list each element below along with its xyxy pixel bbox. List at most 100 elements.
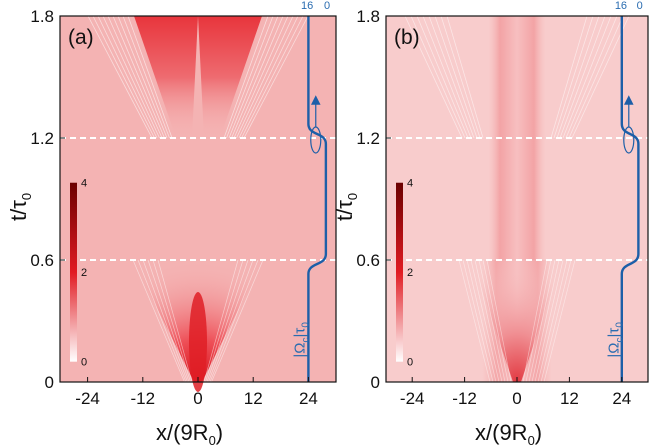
dashed-lines-b: [386, 137, 648, 261]
control-profile-line: [620, 16, 640, 382]
fringe-line: [571, 15, 630, 139]
fringe-line: [559, 15, 606, 139]
panel-label-b: (b): [394, 26, 420, 49]
fringe-line: [211, 259, 264, 383]
lobe-right-a: [198, 16, 262, 138]
colorbar-label: 0: [81, 357, 87, 369]
fringe-line: [458, 259, 491, 383]
y-ticks-a: 0 0.6 1.2 1.8: [30, 7, 65, 392]
colorbar-b: 4 2 0: [396, 178, 413, 369]
y-axis-label-a: t/τ0: [6, 193, 34, 221]
control-label-a: |Ωc|τ0: [292, 322, 312, 358]
fringe-line: [241, 15, 304, 139]
fringe-line: [228, 15, 279, 139]
fringe-line: [243, 15, 309, 139]
y-ticks-b: 0 0.6 1.2 1.8: [356, 7, 391, 392]
fringe-line: [410, 15, 466, 139]
fringe-line: [112, 15, 165, 139]
fringe-line: [462, 259, 494, 383]
fringe-line: [92, 15, 155, 139]
colorbar-label: 4: [407, 178, 413, 190]
y-tick-label: 1.2: [30, 129, 54, 148]
x-axis-label-a: x/(9R0): [156, 420, 223, 448]
colorbar-label: 2: [81, 267, 87, 279]
fringe-line: [525, 259, 552, 383]
fringe-line: [531, 259, 560, 383]
fringe-line: [137, 259, 187, 383]
dashed-lines-a: [60, 137, 336, 261]
fringe-line: [236, 15, 294, 139]
control-curve-b: [620, 16, 640, 382]
x-ticks-b: -24 -12 0 12 24: [400, 377, 631, 408]
x-tick-label: 0: [512, 389, 521, 408]
y-tick-label: 1.2: [356, 129, 380, 148]
fringe-line: [540, 259, 572, 383]
panel-b: -24 -12 0 12 24 0 0.6 1.2 1.8 (b) 4 2 0 x/(9R0) t…: [332, 0, 649, 448]
fringe-line: [537, 259, 568, 383]
x-tick-label: 24: [299, 389, 318, 408]
colorbar-label: 0: [407, 357, 413, 369]
fringe-line: [223, 15, 269, 139]
fringe-line: [428, 15, 475, 139]
y-axis-label-b: t/τ0: [332, 193, 360, 221]
colorbar-label: 2: [407, 267, 413, 279]
x-axis-label-b: x/(9R0): [475, 420, 542, 448]
fringe-line: [562, 15, 612, 139]
control-curve-a: [307, 16, 328, 382]
y-tick-label: 1.8: [356, 7, 380, 26]
fringe-line: [470, 259, 500, 383]
fringe-line: [226, 15, 274, 139]
fringe-line: [238, 15, 299, 139]
fringe-line: [233, 15, 289, 139]
fringe-line: [122, 15, 170, 139]
cone-core-a: [189, 292, 207, 392]
fringe-line: [203, 259, 239, 383]
fringe-line: [117, 15, 168, 139]
control-tick-0-a: 0: [324, 0, 330, 12]
colorbar-gradient: [70, 182, 77, 362]
fringe-line: [152, 259, 191, 383]
x-tick-label: 12: [244, 389, 263, 408]
control-label-b: |Ωc|τ0: [605, 322, 625, 358]
y-tick-label: 0.6: [30, 251, 54, 270]
y-tick-label: 0: [371, 373, 380, 392]
colorbar-gradient: [396, 182, 403, 362]
fringe-line: [534, 259, 564, 383]
fringe-line: [553, 15, 594, 139]
fringe-line: [434, 15, 478, 139]
fringe-line: [522, 259, 548, 383]
fringe-line: [416, 15, 469, 139]
fringe-line: [422, 15, 472, 139]
fringe-line: [142, 259, 188, 383]
fringe-line: [440, 15, 481, 139]
panel-label-a: (a): [68, 26, 94, 49]
heatmap-a-content: [87, 15, 309, 392]
fringe-line: [466, 259, 497, 383]
fringe-line: [132, 259, 185, 383]
fringe-line: [404, 15, 463, 139]
x-tick-label: -12: [452, 389, 477, 408]
colorbar-a: 4 2 0: [70, 178, 87, 369]
fringe-line: [157, 259, 193, 383]
x-tick-label: -24: [75, 389, 100, 408]
control-tick-16-b: 16: [615, 0, 627, 12]
fringe-line: [97, 15, 158, 139]
x-tick-label: -12: [131, 389, 156, 408]
fringe-line: [208, 259, 254, 383]
fringe-line: [107, 15, 163, 139]
x-tick-label: 0: [193, 389, 202, 408]
fringe-line: [486, 259, 512, 383]
fringe-line: [102, 15, 160, 139]
fringe-line: [528, 259, 556, 383]
colorbar-label: 4: [81, 178, 87, 190]
fringe-line: [565, 15, 618, 139]
x-tick-label: -24: [400, 389, 425, 408]
panel-a: -24 -12 0 12 24 0 0.6 1.2 1.8 (a) 4 2 0 x/(9R0) t…: [6, 0, 337, 448]
cone-bottom-b: [472, 260, 562, 382]
fringe-line: [147, 259, 190, 383]
fringe-line: [550, 15, 588, 139]
fringe-line: [231, 15, 284, 139]
fringe-line: [127, 15, 173, 139]
fringe-line: [446, 15, 484, 139]
